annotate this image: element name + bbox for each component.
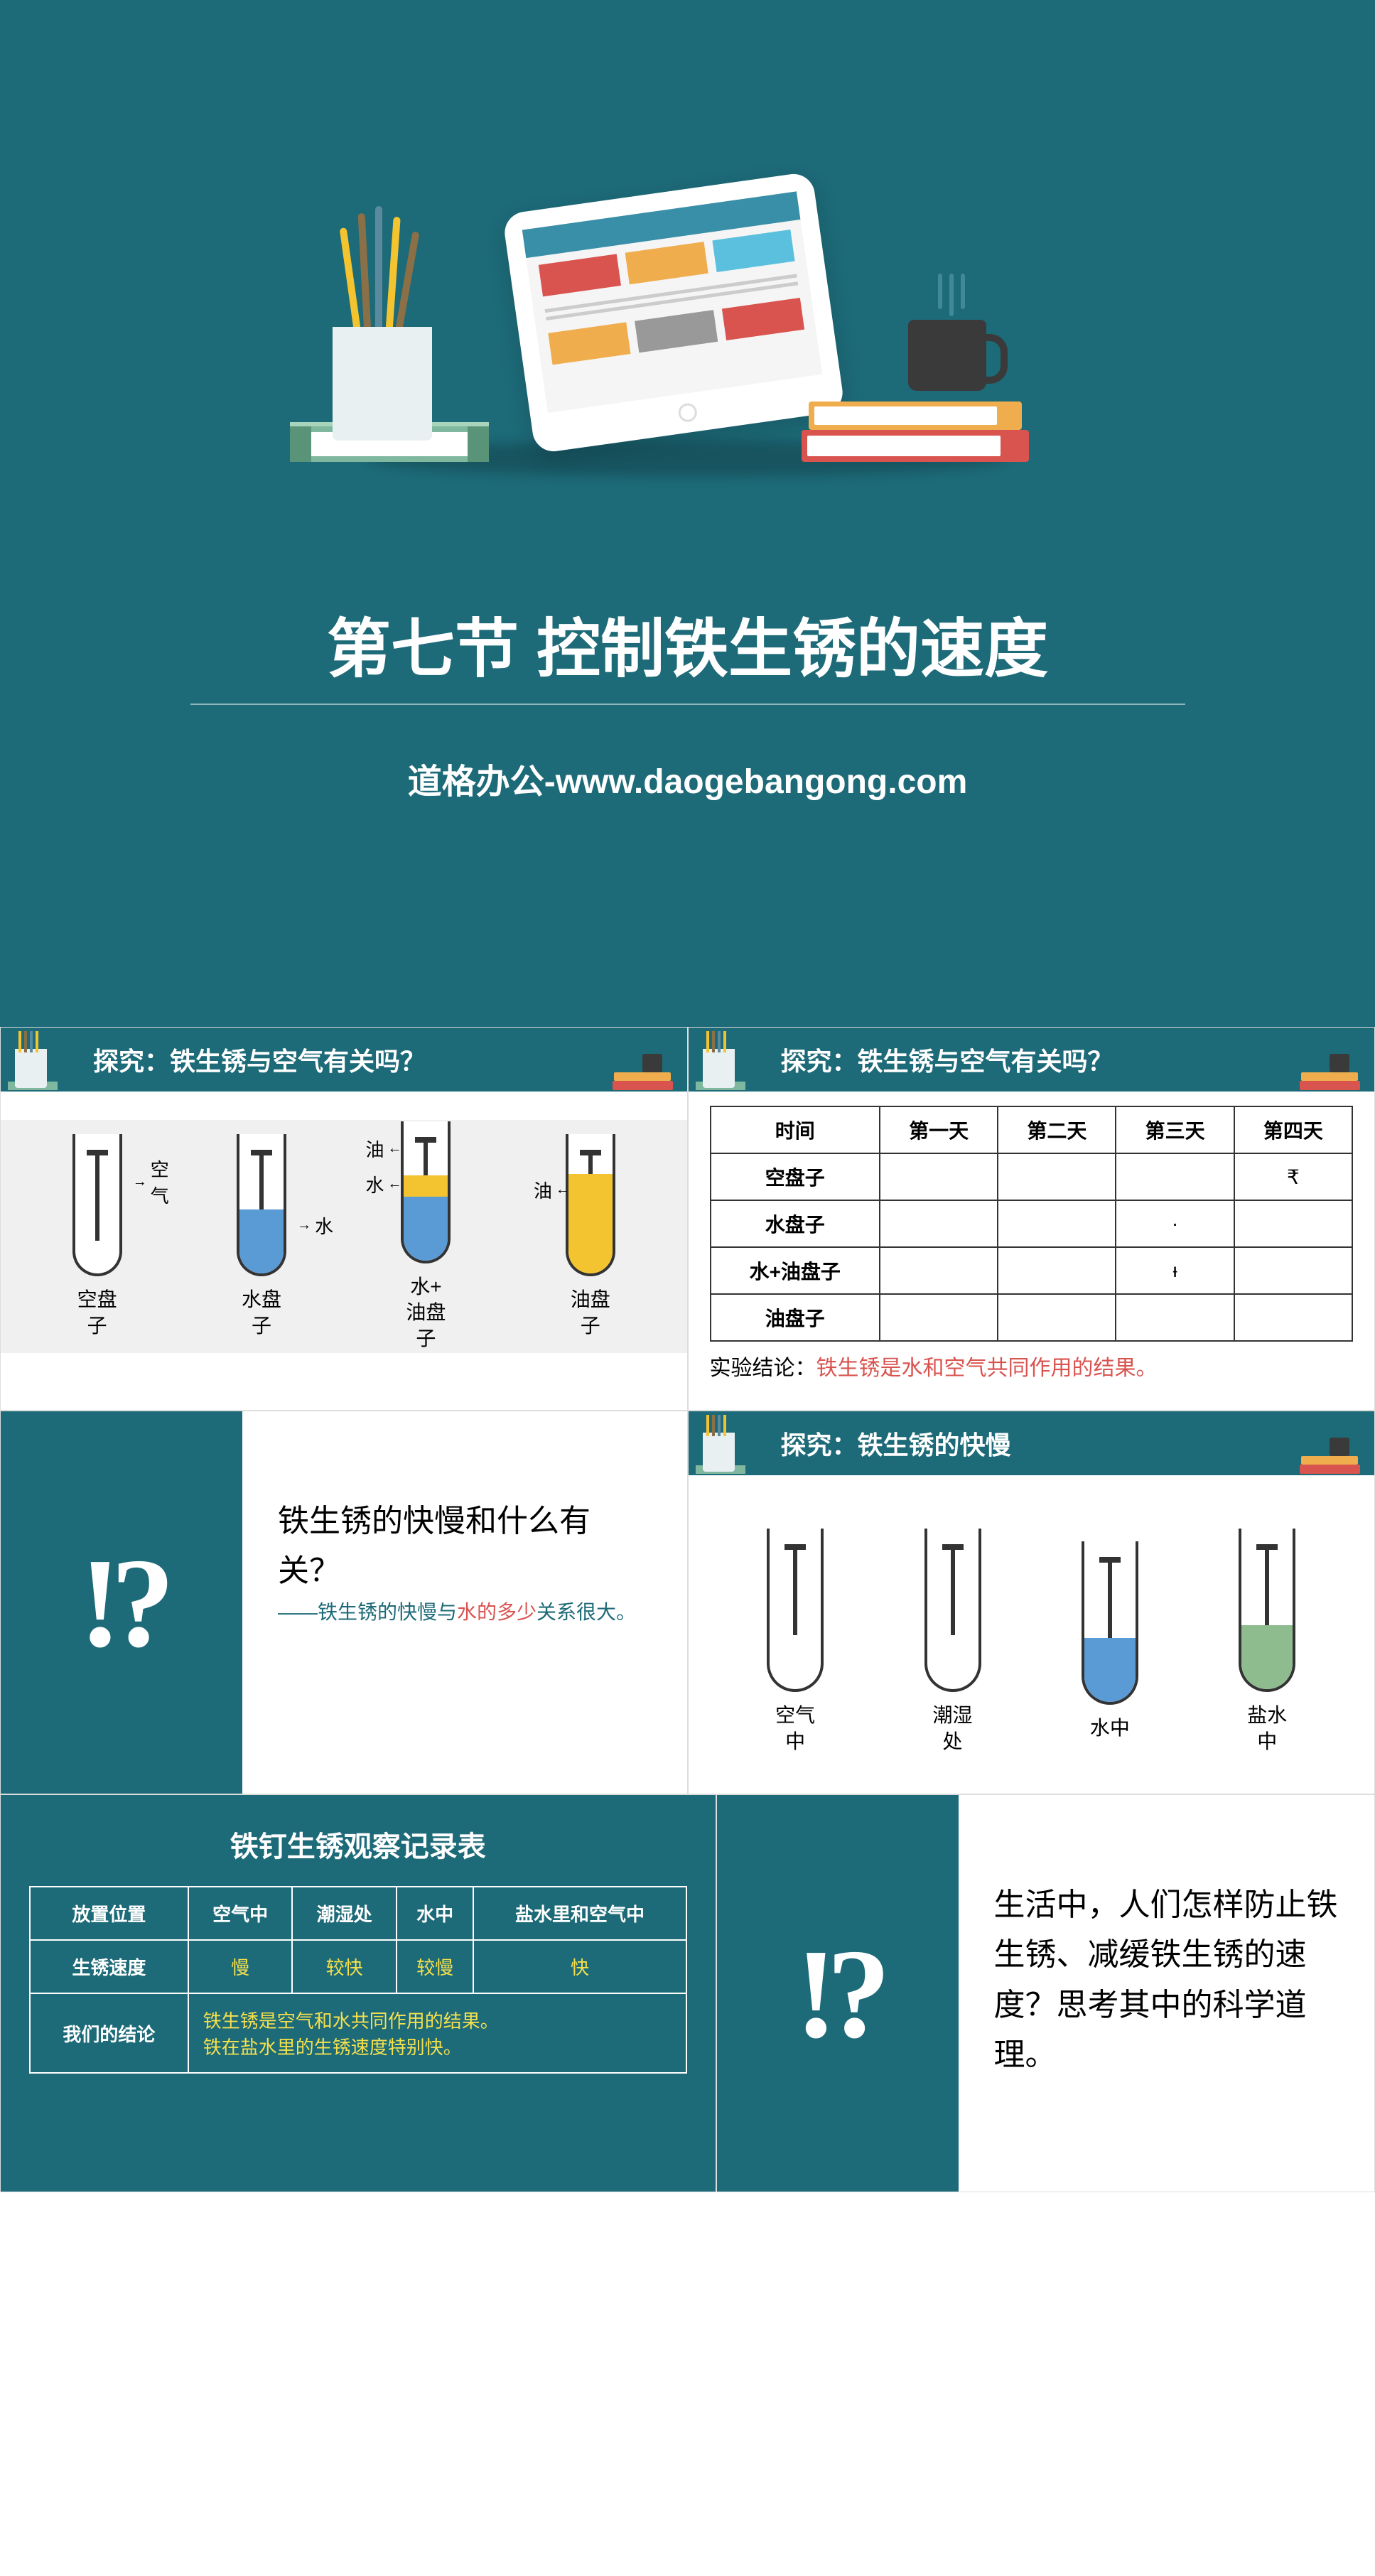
conclusion: 实验结论：铁生锈是水和空气共同作用的结果。	[710, 1350, 1158, 1381]
panel-title: 探究：铁生锈的快慢	[781, 1425, 1011, 1462]
hero-title: 第七节 控制铁生锈的速度	[0, 597, 1375, 689]
panel-experiment-table: 探究：铁生锈与空气有关吗？ 时间第一天第二天第三天第四天空盘子₹水盘子·水+油盘…	[688, 1027, 1375, 1411]
divider	[190, 704, 1185, 705]
steam-icon	[938, 274, 965, 316]
panel-header: 探究：铁生锈与空气有关吗？	[1, 1028, 687, 1092]
panel-title: 探究：铁生锈与空气有关吗？	[93, 1041, 426, 1078]
panel-header: 探究：铁生锈的快慢	[689, 1411, 1375, 1475]
question-mark-icon: !?	[79, 1529, 164, 1676]
panel-question: !? 铁生锈的快慢和什么有关？ ——铁生锈的快慢与水的多少关系很大。	[0, 1411, 688, 1794]
book-stack	[802, 391, 1029, 462]
observation-table: 时间第一天第二天第三天第四天空盘子₹水盘子·水+油盘子ᵻ油盘子	[710, 1106, 1354, 1342]
mug-icon	[908, 320, 986, 391]
panel-experiment-tubes: 探究：铁生锈与空气有关吗？ 空气空盘子水水盘子油水水+油盘子油油盘子	[0, 1027, 688, 1411]
hint-red: 水的多少	[457, 1601, 536, 1623]
panel-header: 探究：铁生锈与空气有关吗？	[689, 1028, 1375, 1092]
pencil-cup	[318, 242, 446, 441]
tablet-icon	[502, 171, 845, 454]
question-text: 铁生锈的快慢和什么有关？ ——铁生锈的快慢与水的多少关系很大。	[242, 1411, 687, 1794]
hero-subtitle: 道格办公-www.daogebangong.com	[0, 753, 1375, 803]
conclusion-text: 铁生锈是水和空气共同作用的结果。	[816, 1357, 1158, 1380]
panel-record-table: 铁钉生锈观察记录表 放置位置空气中潮湿处水中盐水里和空气中生锈速度慢较快较慢快我…	[0, 1794, 716, 2192]
hero-slide: 第七节 控制铁生锈的速度 道格办公-www.daogebangong.com	[0, 0, 1375, 1027]
question-mark-icon: !?	[795, 1920, 880, 2067]
panel-speed-tubes: 探究：铁生锈的快慢 空气中潮湿处水中盐水中	[688, 1411, 1375, 1794]
life-question-text: 生活中，人们怎样防止铁生锈、减缓铁生锈的速度？思考其中的科学道理。	[959, 1795, 1375, 2192]
panel-life-question: !? 生活中，人们怎样防止铁生锈、减缓铁生锈的速度？思考其中的科学道理。	[716, 1794, 1375, 2192]
panel-title: 探究：铁生锈与空气有关吗？	[781, 1041, 1114, 1078]
hero-illustration	[0, 43, 1375, 483]
hint-post: 关系很大。	[536, 1601, 636, 1623]
record-table: 放置位置空气中潮湿处水中盐水里和空气中生锈速度慢较快较慢快我们的结论铁生锈是空气…	[29, 1886, 687, 2074]
record-title: 铁钉生锈观察记录表	[29, 1823, 687, 1865]
conclusion-label: 实验结论：	[710, 1357, 816, 1380]
question: 铁生锈的快慢和什么有关？	[278, 1497, 652, 1597]
hint-pre: ——铁生锈的快慢与	[278, 1601, 457, 1623]
